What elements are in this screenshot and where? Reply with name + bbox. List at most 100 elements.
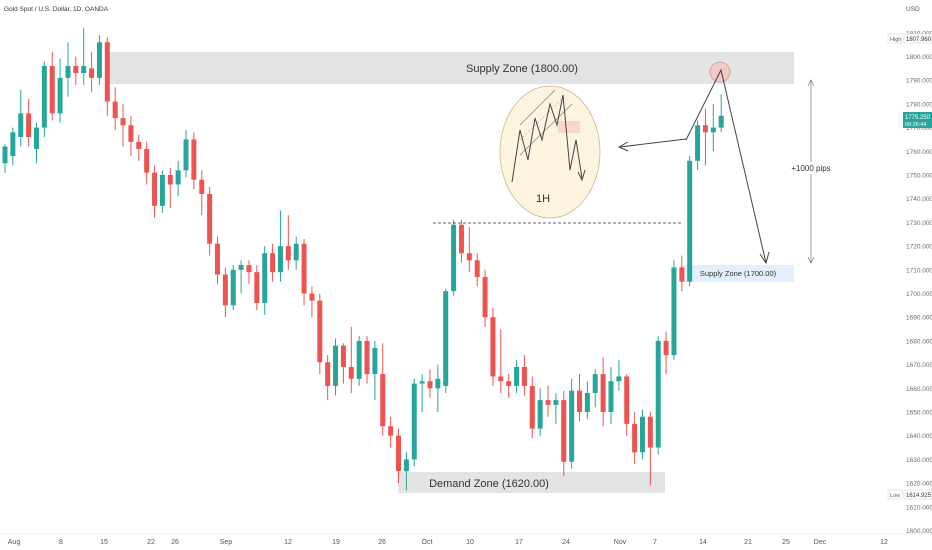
candle[interactable]	[293, 236, 299, 270]
candle[interactable]	[254, 265, 260, 311]
candle[interactable]	[144, 141, 150, 185]
candle[interactable]	[191, 132, 197, 190]
candle[interactable]	[403, 452, 409, 491]
candle[interactable]	[584, 381, 590, 420]
candle[interactable]	[482, 269, 488, 327]
supply-zone-1800[interactable]	[105, 52, 794, 84]
candle[interactable]	[498, 329, 504, 394]
candle[interactable]	[128, 115, 134, 157]
candle[interactable]	[671, 260, 677, 360]
candle[interactable]	[41, 61, 47, 138]
candle[interactable]	[624, 374, 630, 436]
candle[interactable]	[277, 210, 283, 282]
price-axis[interactable]: 1810.0001800.0001790.0001780.0001770.000…	[906, 30, 932, 535]
candle[interactable]	[33, 122, 39, 164]
candle[interactable]	[577, 374, 583, 422]
candle[interactable]	[96, 35, 102, 85]
candle[interactable]	[655, 336, 661, 455]
supply-zone-1700[interactable]	[683, 265, 794, 282]
candle[interactable]	[608, 366, 614, 424]
candle[interactable]	[616, 359, 622, 391]
candle[interactable]	[372, 340, 378, 401]
candle[interactable]	[285, 215, 291, 270]
candle[interactable]	[89, 51, 95, 93]
candle[interactable]	[545, 385, 551, 417]
candle[interactable]	[569, 378, 575, 469]
inset-1h-pattern[interactable]: 1H	[499, 85, 601, 219]
candle[interactable]	[506, 374, 512, 398]
candle[interactable]	[262, 246, 268, 315]
candle[interactable]	[411, 378, 417, 467]
candle[interactable]	[167, 167, 173, 209]
candle[interactable]	[159, 170, 165, 213]
candle[interactable]	[490, 307, 496, 386]
candle[interactable]	[380, 343, 386, 436]
candle[interactable]	[317, 293, 323, 375]
candle[interactable]	[246, 260, 252, 285]
candle[interactable]	[207, 186, 213, 256]
candle[interactable]	[458, 220, 464, 263]
candle[interactable]	[537, 388, 543, 436]
candle[interactable]	[136, 134, 142, 161]
candle[interactable]	[600, 357, 606, 427]
candle[interactable]	[466, 227, 472, 273]
candle[interactable]	[718, 94, 724, 133]
candle[interactable]	[647, 412, 653, 486]
candle[interactable]	[435, 364, 441, 412]
candle[interactable]	[325, 355, 331, 401]
candle[interactable]	[679, 255, 685, 292]
candle[interactable]	[183, 129, 189, 178]
candle[interactable]	[175, 160, 181, 197]
demand-zone-1620[interactable]	[398, 472, 665, 493]
candle[interactable]	[632, 412, 638, 465]
candle[interactable]	[270, 243, 276, 282]
candle[interactable]	[514, 359, 520, 394]
candle[interactable]	[65, 42, 71, 97]
time-axis[interactable]: Aug 8 15 22 26 Sep 12 19 26 Oct 10 17 24 Nov 7 14 21 25 De…	[8, 539, 888, 546]
candle[interactable]	[152, 165, 158, 218]
candle[interactable]	[427, 369, 433, 398]
candle[interactable]	[521, 355, 527, 396]
candle[interactable]	[2, 144, 8, 173]
candle[interactable]	[396, 428, 401, 484]
candle[interactable]	[687, 156, 693, 287]
candle[interactable]	[57, 58, 63, 123]
candle[interactable]	[26, 99, 32, 147]
candle[interactable]	[199, 170, 205, 216]
candle[interactable]	[663, 331, 669, 375]
candle[interactable]	[553, 393, 559, 424]
candle[interactable]	[49, 51, 55, 121]
candle[interactable]	[120, 103, 126, 147]
candle[interactable]	[364, 336, 370, 384]
candle[interactable]	[238, 260, 244, 294]
candle[interactable]	[702, 108, 708, 166]
candle[interactable]	[639, 409, 645, 460]
candle[interactable]	[340, 343, 346, 384]
candle[interactable]	[104, 37, 110, 116]
candle[interactable]	[309, 286, 315, 318]
candle[interactable]	[73, 56, 79, 85]
candle[interactable]	[333, 338, 339, 396]
candle[interactable]	[348, 326, 354, 394]
candle[interactable]	[451, 220, 457, 296]
candle[interactable]	[112, 87, 118, 130]
candle[interactable]	[529, 376, 535, 439]
candle[interactable]	[222, 267, 228, 318]
candle[interactable]	[301, 238, 307, 306]
candle[interactable]	[214, 236, 220, 285]
candle[interactable]	[356, 336, 362, 386]
candle[interactable]	[561, 390, 567, 476]
candle[interactable]	[81, 28, 87, 85]
candle[interactable]	[474, 253, 480, 287]
candle[interactable]	[710, 103, 716, 152]
candle[interactable]	[443, 288, 449, 394]
inset-label: 1H	[536, 193, 550, 205]
candle[interactable]	[695, 120, 701, 171]
candle[interactable]	[592, 369, 598, 408]
candle[interactable]	[10, 127, 16, 166]
candle[interactable]	[388, 416, 394, 448]
candle[interactable]	[230, 265, 236, 311]
candle[interactable]	[18, 89, 24, 147]
candle[interactable]	[419, 374, 425, 412]
